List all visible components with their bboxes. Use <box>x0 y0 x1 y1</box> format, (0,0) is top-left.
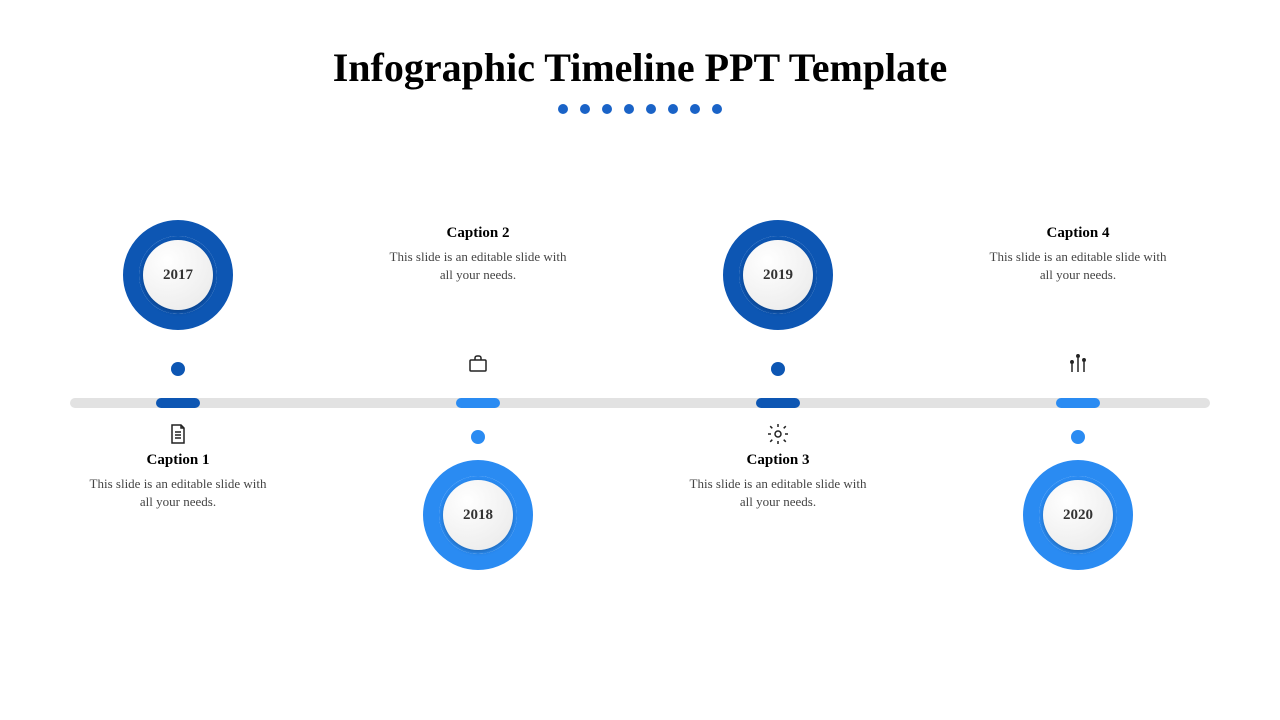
briefcase-icon <box>466 352 490 376</box>
milestone-2018: 2018 Caption 2 This slide is an editable s… <box>368 0 588 720</box>
year-ring: 2017 <box>123 220 233 330</box>
gear-icon <box>766 422 790 446</box>
milestone-2020: 2020 Caption 4 This slide is an editable s… <box>968 0 1188 720</box>
caption-title: Caption 1 <box>68 452 288 469</box>
year-label: 2019 <box>743 240 813 310</box>
caption-title: Caption 2 <box>368 225 588 242</box>
caption-body: This slide is an editable slide with all… <box>668 475 888 510</box>
track-marker <box>1056 398 1100 408</box>
caption-box: Caption 1 This slide is an editable slide… <box>68 452 288 510</box>
year-ring: 2019 <box>723 220 833 330</box>
connector-dot <box>771 362 785 376</box>
title-dot <box>624 104 634 114</box>
year-label: 2020 <box>1043 480 1113 550</box>
track-marker <box>156 398 200 408</box>
caption-title: Caption 4 <box>968 225 1188 242</box>
document-icon <box>166 422 190 446</box>
track-marker <box>756 398 800 408</box>
year-label: 2018 <box>443 480 513 550</box>
caption-body: This slide is an editable slide with all… <box>68 475 288 510</box>
milestone-2017: 2017 Caption 1 This slide is an editable s… <box>68 0 288 720</box>
milestone-2019: 2019 Caption 3 This slide is an editable s… <box>668 0 888 720</box>
year-label: 2017 <box>143 240 213 310</box>
title-dot <box>602 104 612 114</box>
caption-body: This slide is an editable slide with all… <box>968 248 1188 283</box>
track-marker <box>456 398 500 408</box>
caption-box: Caption 3 This slide is an editable slide… <box>668 452 888 510</box>
year-ring: 2020 <box>1023 460 1133 570</box>
year-ring: 2018 <box>423 460 533 570</box>
slide: Infographic Timeline PPT Template 2017Ca… <box>0 0 1280 720</box>
caption-box: Caption 2 This slide is an editable slide… <box>368 225 588 283</box>
caption-title: Caption 3 <box>668 452 888 469</box>
connector-dot <box>1071 430 1085 444</box>
connector-dot <box>171 362 185 376</box>
bars-icon <box>1066 352 1090 376</box>
title-dot <box>646 104 656 114</box>
caption-box: Caption 4 This slide is an editable slide… <box>968 225 1188 283</box>
caption-body: This slide is an editable slide with all… <box>368 248 588 283</box>
connector-dot <box>471 430 485 444</box>
